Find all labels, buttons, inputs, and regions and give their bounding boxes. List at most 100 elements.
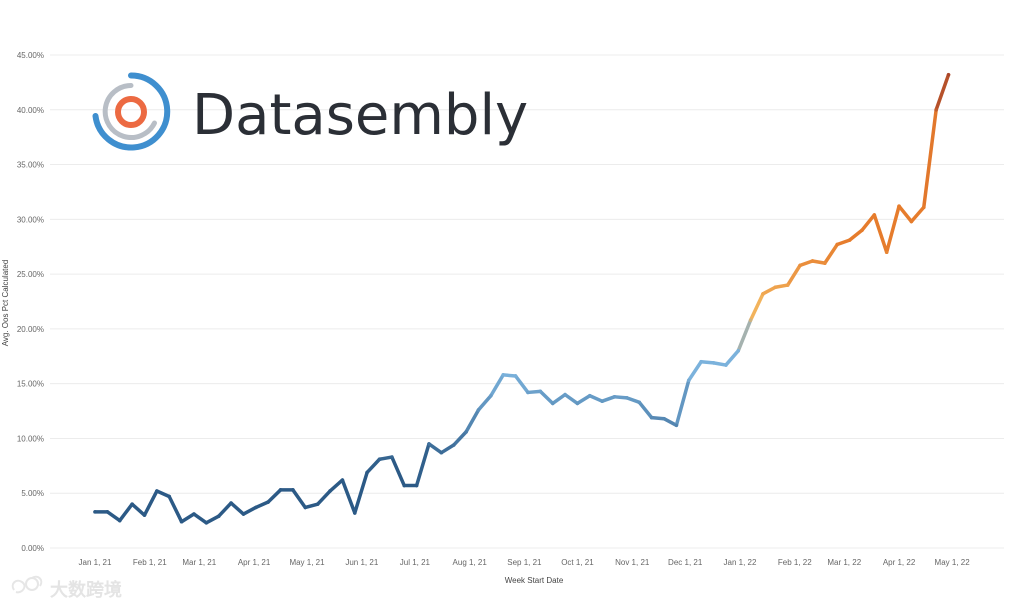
- line-segment: [291, 488, 308, 510]
- line-segment: [662, 416, 679, 428]
- x-tick-label: Jul 1, 21: [400, 558, 431, 567]
- data-point: [291, 488, 295, 492]
- x-tick-label: Jun 1, 21: [345, 558, 378, 567]
- line-segment: [711, 361, 728, 367]
- data-point: [315, 502, 320, 506]
- watermark: 大数跨境: [11, 575, 122, 601]
- gridlines: [50, 54, 1004, 549]
- line-segment: [501, 373, 518, 378]
- line-segment: [142, 489, 159, 517]
- x-tick-label: Mar 1, 22: [827, 558, 861, 567]
- line-segment: [761, 285, 778, 296]
- y-tick-label: 5.00%: [21, 489, 44, 498]
- line-segment: [810, 259, 827, 265]
- line-segment: [464, 408, 481, 434]
- line-segment: [105, 510, 122, 523]
- line-segment: [724, 349, 740, 367]
- data-point: [192, 512, 196, 516]
- y-tick-label: 25.00%: [17, 270, 44, 279]
- data-point: [625, 396, 629, 400]
- data-point: [266, 500, 270, 504]
- y-tick-label: 40.00%: [17, 106, 44, 115]
- data-point: [414, 483, 419, 488]
- data-point: [328, 489, 332, 493]
- data-point: [674, 423, 679, 428]
- line-segment: [625, 396, 642, 405]
- series-points: [93, 72, 951, 525]
- data-point: [785, 283, 790, 287]
- line-segment: [167, 494, 184, 524]
- line-segment: [130, 502, 147, 517]
- x-tick-label: May 1, 21: [289, 558, 325, 567]
- data-point: [835, 242, 839, 247]
- data-point: [216, 514, 221, 518]
- line-segment: [266, 488, 283, 504]
- line-segment: [353, 470, 369, 515]
- data-point: [637, 400, 642, 405]
- data-point: [612, 395, 617, 399]
- x-tick-label: Dec 1, 21: [668, 558, 703, 567]
- x-tick-label: Aug 1, 21: [453, 558, 488, 567]
- x-tick-label: Sep 1, 21: [507, 558, 542, 567]
- line-segment: [687, 360, 703, 383]
- x-axis-title: Week Start Date: [505, 576, 564, 585]
- data-point: [798, 263, 802, 268]
- watermark-swirl-icon: [11, 575, 43, 594]
- data-point: [365, 470, 369, 475]
- data-point: [922, 205, 926, 210]
- data-point: [427, 442, 431, 446]
- line-segment: [513, 374, 530, 395]
- line-segment: [847, 228, 864, 242]
- line-segment: [835, 238, 852, 247]
- x-tick-label: Jan 1, 22: [724, 558, 757, 567]
- y-tick-label: 45.00%: [17, 51, 44, 60]
- data-point: [946, 72, 951, 77]
- line-segment: [390, 455, 406, 488]
- data-point: [241, 512, 246, 516]
- line-segment: [427, 442, 444, 455]
- line-segment: [476, 393, 493, 412]
- y-tick-label: 35.00%: [17, 161, 44, 170]
- data-point: [353, 511, 357, 515]
- data-point: [872, 213, 877, 217]
- line-segment: [550, 392, 567, 406]
- data-point: [204, 521, 209, 525]
- line-segment: [340, 478, 357, 515]
- line-segment: [526, 389, 543, 395]
- y-tick-label: 20.00%: [17, 325, 44, 334]
- data-point: [711, 361, 716, 365]
- data-point: [773, 285, 778, 290]
- line-segment: [538, 389, 555, 406]
- line-segment: [254, 500, 270, 510]
- data-point: [884, 250, 889, 254]
- data-point: [526, 390, 530, 395]
- line-segment: [377, 455, 394, 462]
- x-tick-label: Mar 1, 21: [182, 558, 216, 567]
- line-segment: [439, 443, 456, 455]
- data-point: [736, 349, 740, 353]
- data-point: [476, 408, 481, 412]
- x-tick-label: Nov 1, 21: [615, 558, 650, 567]
- line-segment: [365, 457, 382, 475]
- data-point: [748, 318, 753, 322]
- x-tick-label: Jan 1, 21: [79, 558, 112, 567]
- data-point: [105, 510, 110, 514]
- x-axis-ticks: Jan 1, 21 Feb 1, 21 Mar 1, 21 Apr 1, 21 May …: [79, 558, 971, 567]
- line-segment: [179, 512, 196, 524]
- line-segment: [155, 489, 171, 499]
- y-axis-title: Avg. Oos Pct Calculated: [1, 260, 10, 347]
- line-segment: [216, 501, 233, 518]
- data-point: [464, 430, 468, 434]
- line-segment: [860, 213, 877, 233]
- datasembly-logo: Datasembly: [92, 72, 528, 151]
- data-point: [724, 363, 728, 367]
- line-segment: [649, 415, 666, 421]
- data-point: [179, 519, 184, 524]
- line-segment: [612, 395, 629, 400]
- data-point: [340, 478, 345, 482]
- data-point: [501, 373, 505, 377]
- x-tick-label: Apr 1, 21: [238, 558, 271, 567]
- line-segment: [600, 395, 617, 403]
- x-tick-label: Feb 1, 21: [133, 558, 167, 567]
